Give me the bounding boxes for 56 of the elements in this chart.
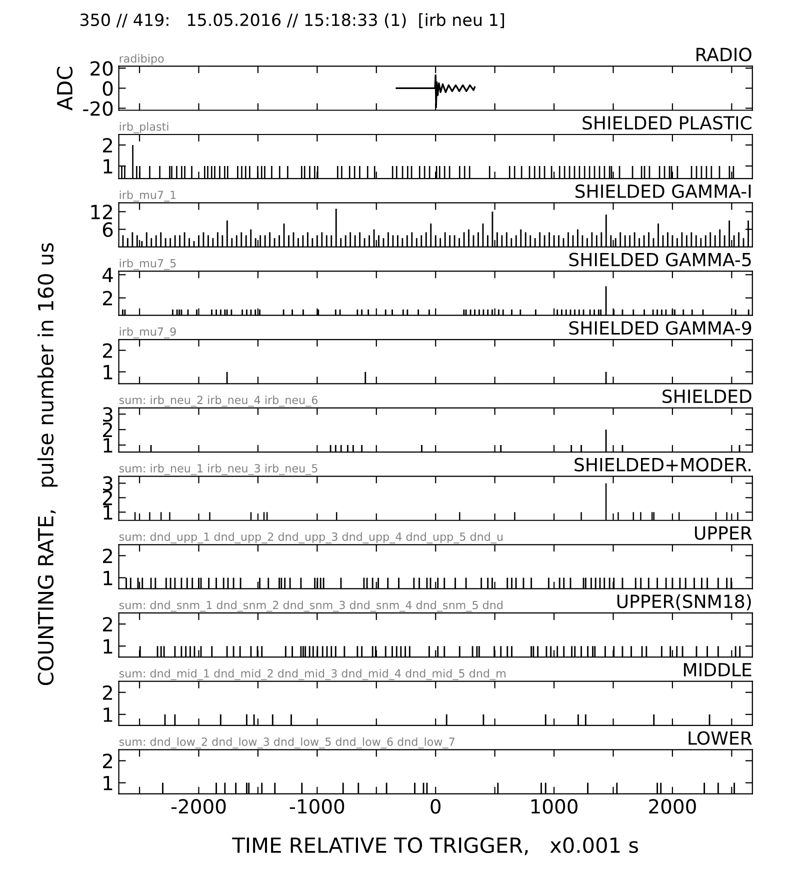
y-tick-label: 1 <box>104 776 112 790</box>
y-tick-label: 1 <box>104 570 112 586</box>
y-axis-title: COUNTING RATE, pulse number in 160 us <box>37 243 58 686</box>
y-tick-label: 1 <box>104 639 112 654</box>
y-tick-label: 2 <box>102 616 112 632</box>
x-tick-label: 1000 <box>531 799 578 814</box>
chart-title: LOWER <box>688 731 752 745</box>
y-tick-label: 2 <box>102 685 112 700</box>
text: irb_plasti <box>120 122 168 134</box>
text: sum: dnd_upp_1 dnd_upp_2 dnd_upp_3 dnd_upp_4 dnd_upp_5 dnd_u <box>119 532 503 544</box>
y-tick-label: 1 <box>104 505 112 520</box>
text: irb_mu7_1 <box>120 190 176 202</box>
y-tick-label: -20 <box>83 101 113 116</box>
text: sum: dnd_low_2 dnd_low_3 dnd_low_5 dnd_low_6 dnd_low_7 <box>119 737 454 748</box>
text: sum: irb_neu_2 irb_neu_4 irb_neu_6 <box>119 396 318 407</box>
y-tick-label: 1 <box>104 159 112 174</box>
chart-title: SHIELDED+MODER. <box>574 458 750 472</box>
y-tick-label: 2 <box>102 138 112 152</box>
y-tick-label: 12 <box>91 204 112 220</box>
text: irb_mu7_9 <box>120 327 176 338</box>
chart-title: SHIELDED PLASTIC <box>582 116 752 130</box>
chart-title: UPPER <box>695 526 752 540</box>
chart-title: RADIO <box>696 48 752 62</box>
text: sum: irb_neu_1 irb_neu_3 irb_neu_5 <box>119 464 318 475</box>
y-tick-label: 6 <box>102 222 113 237</box>
chart-subtitle: 350 // 419: 15.05.2016 // 15:18:33 (1) [irb neu 1] <box>80 13 504 28</box>
y-tick-label: 2 <box>102 422 112 437</box>
chart-title: SHIELDED GAMMA-I <box>576 184 751 198</box>
y-tick-label: 1 <box>104 365 112 380</box>
text: radibipo <box>120 54 164 65</box>
chart-title: MIDDLE <box>684 663 752 676</box>
text: sum: dnd_mid_1 dnd_mid_2 dnd_mid_3 dnd_mid_4 dnd_mid_5 dnd_m <box>119 668 506 680</box>
x-tick-label: -2000 <box>171 799 226 814</box>
y-axis-title: ADC <box>56 66 73 110</box>
y-tick-label: 2 <box>102 490 112 506</box>
y-tick-label: 2 <box>102 548 112 564</box>
y-tick-label: 3 <box>103 476 112 491</box>
y-tick-label: 3 <box>103 407 112 422</box>
text: sum: dnd_snm_1 dnd_snm_2 dnd_snm_3 dnd_snm_4 dnd_snm_5 dnd <box>119 600 502 612</box>
y-tick-label: 4 <box>102 268 113 282</box>
x-tick-label: -1000 <box>290 799 344 814</box>
y-tick-label: 2 <box>102 343 112 358</box>
y-tick-label: 2 <box>102 754 112 768</box>
chart-title: SHIELDED GAMMA-9 <box>569 321 752 335</box>
chart-title: SHIELDED GAMMA-5 <box>569 252 751 266</box>
chart-title: UPPER(SNM18) <box>617 594 751 610</box>
y-tick-label: 1 <box>104 438 112 452</box>
chart-title: SHIELDED <box>662 389 752 404</box>
y-tick-label: 20 <box>90 61 113 76</box>
x-tick-label: 0 <box>430 799 440 814</box>
y-tick-label: 0 <box>102 81 113 96</box>
x-tick-label: 2000 <box>649 799 696 814</box>
y-tick-label: 2 <box>102 290 112 306</box>
text: irb_mu7_5 <box>120 258 176 270</box>
x-axis-title: TIME RELATIVE TO TRIGGER, x0.001 s <box>232 837 638 856</box>
y-tick-label: 1 <box>104 708 112 722</box>
